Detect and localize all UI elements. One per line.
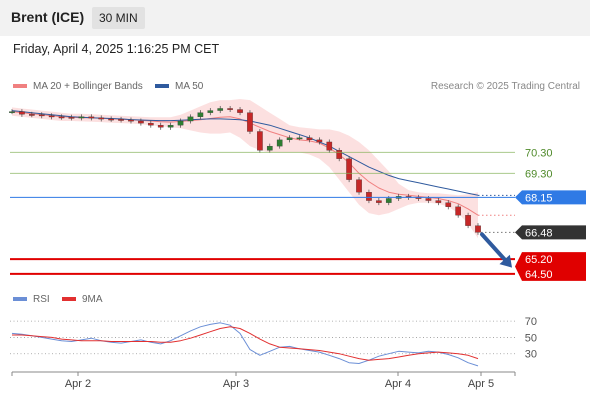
legend-ma50-label: MA 50 [175,81,204,92]
support-label: 65.20 [525,254,553,266]
candle-body [68,117,75,119]
pivot-tag [515,190,586,205]
candle-body [247,112,253,132]
candle-body [197,112,204,117]
pivot-label: 68.15 [525,192,553,204]
legend-9ma-label: 9MA [82,294,103,305]
timeframe-button[interactable]: 30 MIN [92,7,145,29]
legend-9ma: 9MA [62,294,103,305]
candle-body [19,111,25,115]
chart-datetime: Friday, April 4, 2025 1:16:25 PM CET [13,42,220,56]
time-tick-label: Apr 2 [65,378,91,390]
candle-body [138,120,144,124]
candle-body [425,198,432,201]
candle-body [237,109,243,113]
bollinger-band [12,99,478,239]
rsi-level-label: 30 [525,349,537,361]
candle-body [38,114,45,117]
legend-ma50: MA 50 [155,81,203,92]
candle-body [227,108,233,110]
candle-body [177,120,184,126]
header-bar: Brent (ICE) 30 MIN [0,0,590,36]
candle-body [9,111,15,113]
projection-arrow-head [499,254,513,268]
candle-body [147,122,154,126]
last-price-tag [515,225,586,240]
candle-body [157,125,164,128]
legend-ma20-label: MA 20 + Bollinger Bands [33,81,143,92]
legend-ma20: MA 20 + Bollinger Bands [13,81,143,92]
candle-body [336,150,343,159]
candle-body [167,125,174,128]
resistance-label: 69.30 [525,168,553,180]
rsi-ma-line [12,326,479,361]
candle-body [445,202,452,207]
candle-body [465,215,471,226]
last-price-label: 66.48 [525,227,553,239]
candle-body [118,119,124,121]
candle-body [296,137,303,140]
candle-body [306,137,313,141]
candle-body [385,198,392,203]
candle-body [29,114,35,116]
research-credit: Research © 2025 Trading Central [430,81,580,92]
candle-body [48,115,55,118]
candle-body [187,116,194,122]
candle-body [346,158,352,180]
candle-body [326,141,333,151]
candle-body [58,116,65,119]
candle-body [276,139,283,147]
ma20-swatch [13,84,27,89]
candle-body [217,108,224,111]
candle-body [78,116,85,119]
candle-body [266,145,273,151]
projection-arrow-shaft [480,232,510,266]
candle-body [207,110,214,113]
legend-rsi-label: RSI [33,294,50,305]
candle-body [356,179,362,193]
rsi-level-label: 50 [525,332,537,344]
legend-rsi: RSI [13,294,50,305]
candle-body [455,206,461,216]
candle-body [366,192,372,201]
candle-body [435,200,442,203]
candle-body [98,117,105,120]
instrument-title: Brent (ICE) [11,9,85,25]
rsi-line [11,322,479,367]
support-tag [515,252,586,281]
candle-body [286,137,293,141]
candle-body [475,225,481,233]
time-tick-label: Apr 4 [385,378,411,390]
ma9-swatch [62,297,76,302]
resistance-label: 70.30 [525,147,553,159]
rsi-level-label: 70 [525,316,537,328]
candle-body [108,118,114,121]
candle-body [88,116,95,119]
ma50-swatch [155,84,169,89]
candle-body [376,200,382,203]
rsi-swatch [13,297,27,302]
candle-body [128,119,134,122]
support-label: 64.50 [525,269,553,281]
time-tick-label: Apr 3 [223,378,249,390]
candle-body [316,139,323,143]
candle-body [257,131,263,151]
time-tick-label: Apr 5 [468,378,494,390]
